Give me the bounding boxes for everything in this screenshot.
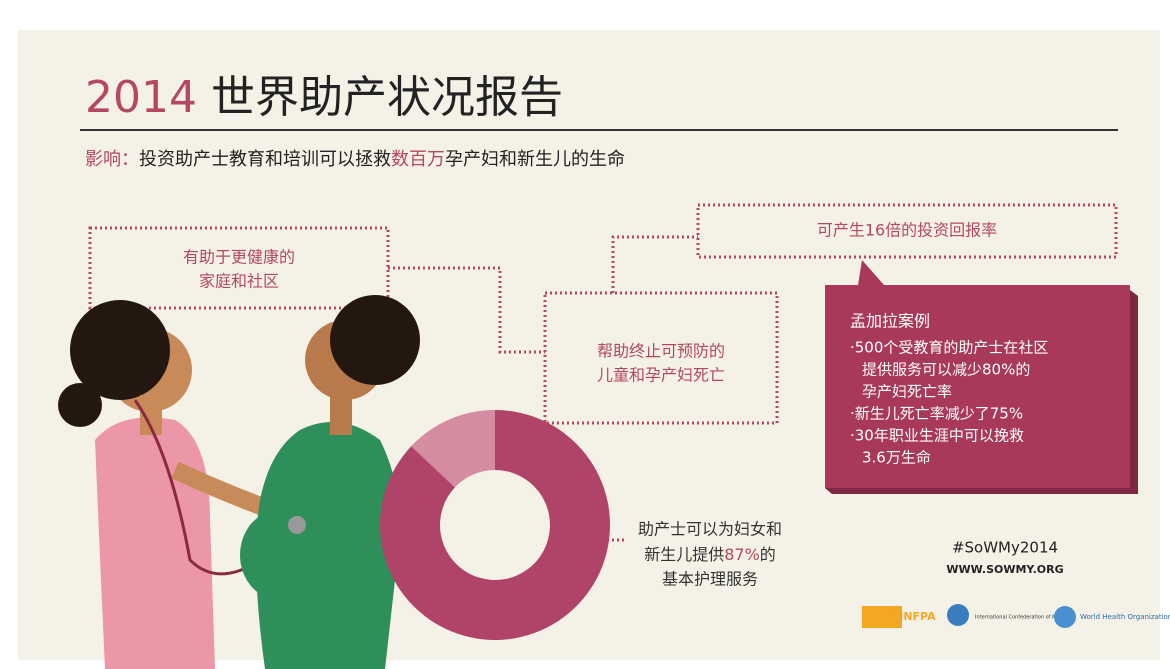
case-line: ·30年职业生涯中可以挽救 <box>850 427 1024 445</box>
url: WWW.SOWMY.ORG <box>946 563 1063 576</box>
callout-text: 有助于更健康的 <box>183 248 295 267</box>
donut-text: 的 <box>760 545 776 564</box>
logo: World Health Organization <box>1080 613 1170 621</box>
hashtag: #SoWMy2014 <box>952 539 1058 557</box>
donut-text: 新生儿提供87%的 <box>644 545 776 564</box>
case-line: ·500个受教育的助产士在社区 <box>850 339 1048 357</box>
case-line: 孕产妇死亡率 <box>862 383 952 401</box>
subtitle-lead: 影响： <box>85 149 139 170</box>
title-year: 2014 <box>85 72 197 123</box>
logo-mark <box>1054 606 1076 628</box>
subtitle-text: 投资助产士教育和培训可以拯救 <box>139 149 391 170</box>
title: 2014 世界助产状况报告 <box>85 72 563 123</box>
donut-label: 87% <box>724 545 760 564</box>
title-text: 世界助产状况报告 <box>211 72 563 123</box>
subtitle: 影响：投资助产士教育和培训可以拯救数百万孕产妇和新生儿的生命 <box>85 149 625 170</box>
case-line: 提供服务可以减少80%的 <box>862 361 1030 379</box>
donut-text: 助产士可以为妇女和 <box>638 520 782 539</box>
subtitle-text: 孕产妇和新生儿的生命 <box>445 149 625 170</box>
callout-text: 家庭和社区 <box>199 272 279 291</box>
case-title: 孟加拉案例 <box>850 312 930 331</box>
callout-text: 儿童和孕产妇死亡 <box>597 366 725 385</box>
case-line: 3.6万生命 <box>862 449 931 467</box>
donut-text: 基本护理服务 <box>662 570 758 589</box>
infographic: 2014 世界助产状况报告 影响：投资助产士教育和培训可以拯救数百万孕产妇和新生儿… <box>0 0 1170 669</box>
donut-text: 新生儿提供 <box>644 545 724 564</box>
subtitle-highlight: 数百万 <box>391 149 445 170</box>
callout-text: 帮助终止可预防的 <box>597 342 725 361</box>
return-text: 可产生16倍的投资回报率 <box>817 221 997 240</box>
logo-mark <box>947 604 969 626</box>
case-line: ·新生儿死亡率减少了75% <box>850 405 1023 423</box>
logo: UNFPA <box>894 610 936 623</box>
